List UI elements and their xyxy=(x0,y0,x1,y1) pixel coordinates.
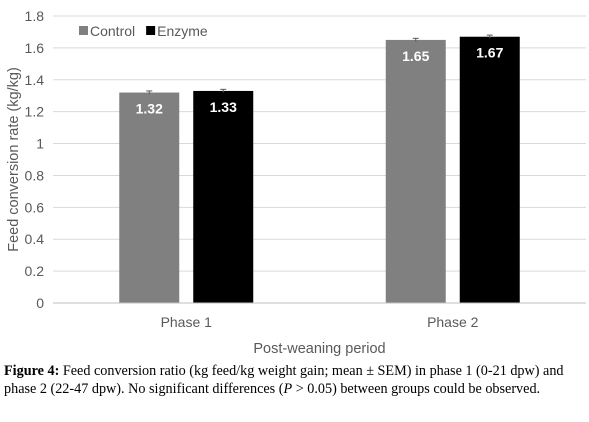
bar-enzyme-phase-2 xyxy=(459,36,520,303)
caption-text-a: Feed conversion ratio (kg feed/kg weight… xyxy=(4,363,564,397)
data-label: 1.32 xyxy=(136,101,163,117)
y-tick-label: 1.6 xyxy=(25,40,45,56)
bar-control-phase-2 xyxy=(385,39,446,304)
y-axis-ticks: 0 0.2 0.4 0.6 0.8 1 1.2 1.4 1.6 1.8 xyxy=(25,8,45,311)
legend-swatch-control xyxy=(79,26,88,35)
y-tick-label: 1.2 xyxy=(25,104,45,120)
data-labels: 1.32 1.33 1.65 1.67 xyxy=(136,45,504,117)
x-tick-label: Phase 1 xyxy=(161,314,213,330)
legend-label-enzyme: Enzyme xyxy=(157,23,208,39)
figure-caption: Figure 4: Feed conversion ratio (kg feed… xyxy=(4,362,586,398)
caption-label: Figure 4: xyxy=(4,363,60,379)
bar-enzyme-phase-1 xyxy=(193,90,254,303)
caption-italic: P xyxy=(283,381,293,397)
legend-swatch-enzyme xyxy=(146,26,156,35)
y-tick-label: 0.8 xyxy=(25,167,45,183)
x-tick-label: Phase 2 xyxy=(427,314,479,330)
y-tick-label: 0.4 xyxy=(25,231,45,247)
data-label: 1.65 xyxy=(402,48,429,64)
data-label: 1.67 xyxy=(476,45,503,61)
y-tick-label: 0 xyxy=(36,295,44,311)
bar-chart: 00.20.40.60.811.21.41.61.8 1.32 1.331.65 1… xyxy=(6,8,586,357)
y-axis-label: Feed conversion rate (kg/kg) xyxy=(6,67,22,252)
y-tick-label: 0.6 xyxy=(25,199,45,215)
caption-text-b: > 0.05) between groups could be observed… xyxy=(292,381,541,397)
data-label: 1.33 xyxy=(210,99,237,115)
y-tick-label: 1.8 xyxy=(25,8,45,24)
legend-label-control: Control xyxy=(90,23,135,39)
y-tick-label: 1.4 xyxy=(25,72,45,88)
y-tick-label: 0.2 xyxy=(25,263,45,279)
bar-control-phase-1 xyxy=(119,92,180,304)
legend: Control Enzyme xyxy=(79,23,208,39)
x-axis-ticks: Phase 1 Phase 2 xyxy=(161,314,479,330)
y-tick-label: 1 xyxy=(36,136,44,152)
bars xyxy=(119,36,520,304)
error-bars xyxy=(146,34,493,95)
x-axis-label: Post-weaning period xyxy=(253,341,385,357)
